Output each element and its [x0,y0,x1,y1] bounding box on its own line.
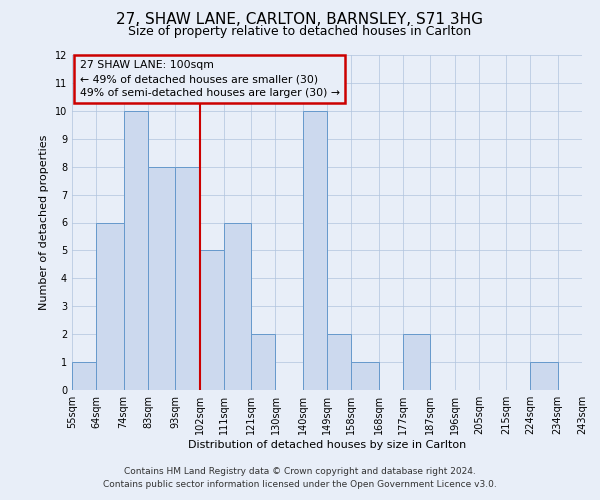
Y-axis label: Number of detached properties: Number of detached properties [39,135,49,310]
Bar [148,166,175,390]
Bar [175,166,199,390]
Bar [403,334,430,390]
Bar [302,111,327,390]
Bar [224,222,251,390]
Bar [530,362,557,390]
Text: 27 SHAW LANE: 100sqm
← 49% of detached houses are smaller (30)
49% of semi-detac: 27 SHAW LANE: 100sqm ← 49% of detached h… [80,60,340,98]
Text: Size of property relative to detached houses in Carlton: Size of property relative to detached ho… [128,25,472,38]
Bar [251,334,275,390]
Bar [97,222,124,390]
X-axis label: Distribution of detached houses by size in Carlton: Distribution of detached houses by size … [188,440,466,450]
Text: Contains HM Land Registry data © Crown copyright and database right 2024.
Contai: Contains HM Land Registry data © Crown c… [103,468,497,489]
Text: 27, SHAW LANE, CARLTON, BARNSLEY, S71 3HG: 27, SHAW LANE, CARLTON, BARNSLEY, S71 3H… [116,12,484,28]
Bar [200,250,224,390]
Bar [124,111,148,390]
Bar [327,334,352,390]
Bar [72,362,97,390]
Bar [352,362,379,390]
